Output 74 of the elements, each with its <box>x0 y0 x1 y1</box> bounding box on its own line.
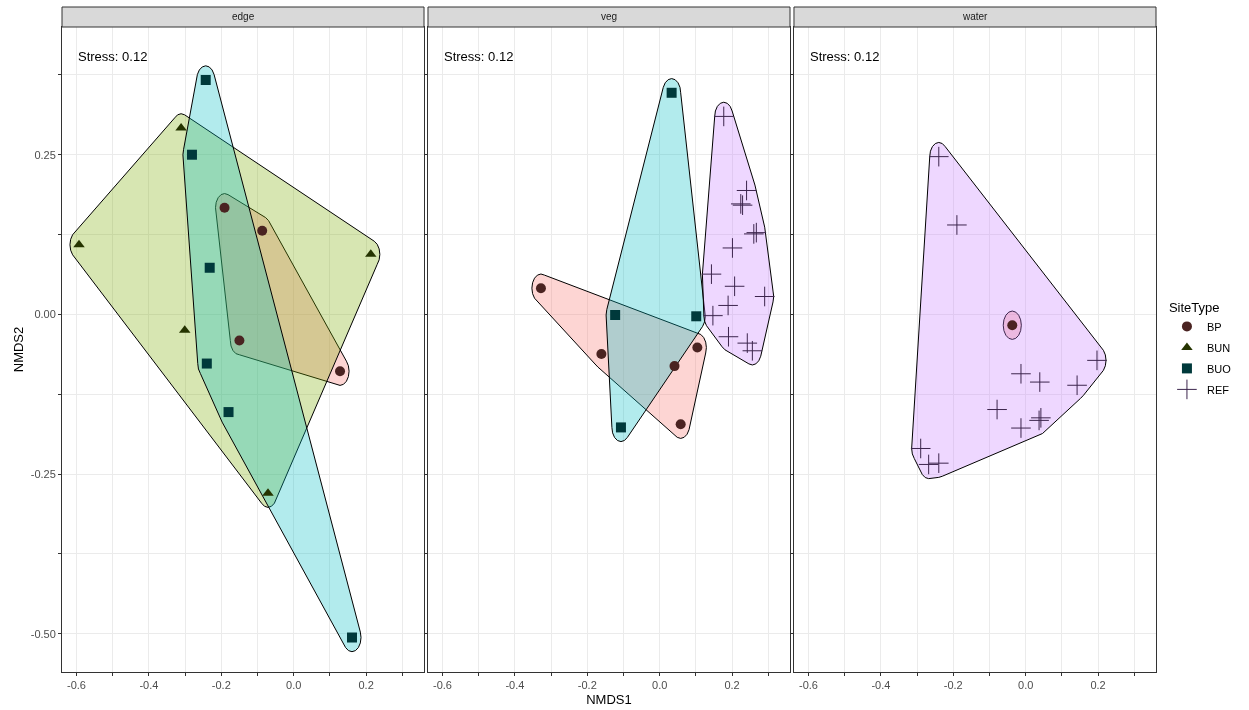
x-tick-label: -0.6 <box>798 679 818 692</box>
legend-label: BP <box>1206 320 1222 333</box>
point <box>615 422 626 433</box>
point <box>204 262 215 273</box>
text: 0.0 <box>652 679 668 692</box>
x-tick-label: -0.2 <box>943 679 963 692</box>
chart-title: water <box>962 11 989 22</box>
point <box>702 305 724 326</box>
legend-title: SiteType <box>1168 299 1220 315</box>
legend-label: REF <box>1206 383 1230 396</box>
point <box>718 326 739 348</box>
annotation: Stress: 0.12 <box>810 49 880 64</box>
x-tick-label: -0.2 <box>577 679 597 692</box>
point <box>742 340 763 362</box>
legend-label: BUN <box>1206 341 1231 354</box>
annotation: Stress: 0.12 <box>78 49 148 64</box>
point <box>234 335 245 346</box>
point <box>219 202 230 213</box>
text: 0.0 <box>286 679 302 692</box>
point <box>223 407 234 418</box>
x-tick-label: -0.6 <box>432 679 452 692</box>
y-tick-label: -0.50 <box>30 627 56 640</box>
point <box>754 286 775 307</box>
point <box>1010 417 1032 439</box>
point <box>692 342 703 353</box>
point <box>910 438 931 459</box>
point <box>736 332 758 354</box>
x-axis-title: NMDS1 <box>586 691 632 707</box>
y-tick-label: 0.25 <box>34 148 56 161</box>
y-tick-label: -0.25 <box>30 467 56 480</box>
point <box>675 419 686 430</box>
point <box>666 87 677 98</box>
point <box>928 452 950 474</box>
point <box>946 214 968 236</box>
point <box>918 454 939 475</box>
point <box>722 237 743 259</box>
point <box>1066 374 1088 396</box>
annotation: Stress: 0.12 <box>444 49 514 64</box>
point <box>986 399 1008 420</box>
legend-label: BUO <box>1206 362 1232 375</box>
chart-title: edge <box>232 11 255 22</box>
point <box>724 275 745 297</box>
x-tick-label: -0.6 <box>67 679 86 692</box>
point <box>186 149 197 160</box>
point <box>73 239 85 248</box>
point <box>701 263 722 285</box>
y-tick-label: 0.00 <box>34 308 56 321</box>
x-tick-label: -0.4 <box>139 679 159 692</box>
point <box>200 75 211 85</box>
point <box>535 283 546 294</box>
point <box>201 358 212 369</box>
point <box>596 348 607 359</box>
point <box>736 180 757 201</box>
y-axis-title: NMDS2 <box>10 326 26 373</box>
point <box>669 361 680 372</box>
text: 0.0 <box>1018 679 1034 692</box>
x-tick-label: -0.4 <box>871 679 891 692</box>
point <box>1010 363 1032 385</box>
point <box>713 106 735 127</box>
point <box>1029 371 1051 393</box>
x-tick-label: -0.2 <box>211 679 231 692</box>
point <box>717 295 739 316</box>
point <box>928 146 950 167</box>
point <box>610 310 621 321</box>
x-tick-label: 0.2 <box>358 679 374 692</box>
point <box>335 366 346 377</box>
x-tick-label: -0.4 <box>505 679 525 692</box>
x-tick-label: 0.2 <box>724 679 740 692</box>
point <box>346 632 357 643</box>
point <box>1086 350 1108 371</box>
point <box>691 311 702 322</box>
x-tick-label: 0.2 <box>1090 679 1106 692</box>
chart-title: veg <box>601 11 618 22</box>
point <box>257 225 268 236</box>
